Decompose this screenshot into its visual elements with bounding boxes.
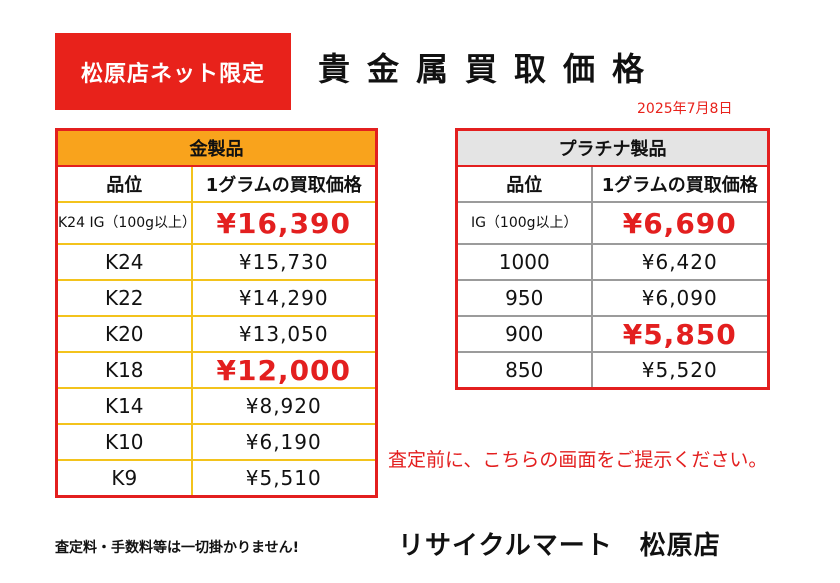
- no-fees-note: 査定料・手数料等は一切掛かりません!: [55, 540, 299, 556]
- gold-price-cell: ¥5,510: [190, 459, 378, 498]
- platinum-grade-cell: 1000: [455, 243, 593, 281]
- table-row: K20 ¥13,050: [55, 315, 378, 353]
- platinum-table-header-row: プラチナ製品: [455, 128, 770, 167]
- platinum-col-grade: 品位: [455, 165, 593, 203]
- page-title: 貴金属買取価格: [318, 50, 662, 88]
- gold-price-cell: ¥15,730: [190, 243, 378, 281]
- platinum-column-header-row: 品位 1グラムの買取価格: [455, 165, 770, 203]
- platinum-price-table: プラチナ製品 品位 1グラムの買取価格 IG（100g以上） ¥6,690 10…: [455, 128, 770, 390]
- gold-column-header-row: 品位 1グラムの買取価格: [55, 165, 378, 203]
- table-row: K18 ¥12,000: [55, 351, 378, 389]
- gold-grade-cell: K24: [55, 243, 193, 281]
- gold-grade-cell: K18: [55, 351, 193, 389]
- gold-price-cell: ¥14,290: [190, 279, 378, 317]
- gold-price-cell: ¥13,050: [190, 315, 378, 353]
- table-row: K10 ¥6,190: [55, 423, 378, 461]
- platinum-grade-cell: 900: [455, 315, 593, 353]
- table-row: K22 ¥14,290: [55, 279, 378, 317]
- platinum-price-cell: ¥6,090: [590, 279, 770, 317]
- table-row: 900 ¥5,850: [455, 315, 770, 353]
- present-screen-notice: 査定前に、こちらの画面をご提示ください。: [388, 449, 768, 471]
- platinum-col-price: 1グラムの買取価格: [590, 165, 770, 203]
- table-row: 1000 ¥6,420: [455, 243, 770, 281]
- gold-grade-cell: K14: [55, 387, 193, 425]
- shop-name: リサイクルマート 松原店: [398, 531, 721, 561]
- gold-price-table: 金製品 品位 1グラムの買取価格 K24 IG（100g以上） ¥16,390 …: [55, 128, 378, 498]
- gold-col-grade: 品位: [55, 165, 193, 203]
- gold-price-cell: ¥6,190: [190, 423, 378, 461]
- gold-table-header-row: 金製品: [55, 128, 378, 167]
- gold-grade-cell: K9: [55, 459, 193, 498]
- platinum-table-header: プラチナ製品: [455, 128, 770, 167]
- platinum-grade-cell: 850: [455, 351, 593, 390]
- table-row: K24 IG（100g以上） ¥16,390: [55, 201, 378, 245]
- platinum-grade-cell: 950: [455, 279, 593, 317]
- table-row: IG（100g以上） ¥6,690: [455, 201, 770, 245]
- gold-col-price: 1グラムの買取価格: [190, 165, 378, 203]
- table-row: 850 ¥5,520: [455, 351, 770, 390]
- gold-price-cell: ¥8,920: [190, 387, 378, 425]
- gold-grade-cell: K10: [55, 423, 193, 461]
- platinum-grade-cell: IG（100g以上）: [455, 201, 593, 245]
- platinum-price-cell: ¥5,850: [590, 315, 770, 353]
- table-row: K9 ¥5,510: [55, 459, 378, 498]
- table-row: K24 ¥15,730: [55, 243, 378, 281]
- gold-grade-cell: K24 IG（100g以上）: [55, 201, 193, 245]
- gold-table-header: 金製品: [55, 128, 378, 167]
- store-limited-badge: 松原店ネット限定: [55, 33, 291, 110]
- gold-price-cell: ¥16,390: [190, 201, 378, 245]
- gold-price-cell: ¥12,000: [190, 351, 378, 389]
- gold-grade-cell: K20: [55, 315, 193, 353]
- platinum-price-cell: ¥6,690: [590, 201, 770, 245]
- platinum-price-cell: ¥5,520: [590, 351, 770, 390]
- price-date: 2025年7月8日: [637, 101, 733, 117]
- table-row: 950 ¥6,090: [455, 279, 770, 317]
- table-row: K14 ¥8,920: [55, 387, 378, 425]
- platinum-price-cell: ¥6,420: [590, 243, 770, 281]
- gold-grade-cell: K22: [55, 279, 193, 317]
